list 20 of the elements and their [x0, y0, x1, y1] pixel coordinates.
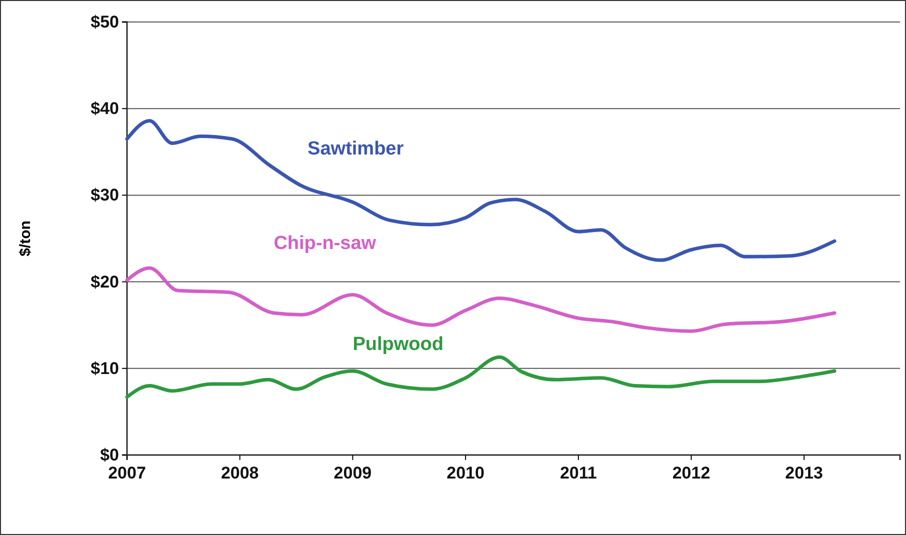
x-tick-label: 2013	[785, 463, 823, 482]
x-tick-label: 2011	[560, 463, 597, 482]
x-tick-label: 2007	[108, 463, 146, 482]
line-series	[125, 266, 836, 333]
x-tick-label: 2010	[446, 463, 484, 482]
y-tick-label: $40	[90, 99, 119, 118]
line-series	[125, 355, 836, 399]
line-series	[125, 118, 836, 262]
series-label: Pulpwood	[352, 334, 444, 356]
y-tick-label: $10	[90, 358, 119, 378]
y-tick-label: $20	[90, 272, 119, 292]
y-tick-label: $50	[90, 12, 119, 32]
x-tick-label: 2012	[672, 463, 710, 482]
x-tick-label: 2009	[334, 463, 372, 482]
x-tick-label: 2008	[220, 463, 259, 482]
y-axis-title: $/ton	[17, 220, 34, 256]
y-tick-label: $30	[90, 186, 119, 205]
text: Chip-n-saw	[274, 232, 376, 254]
y-tick-label: $0	[100, 445, 119, 464]
series-label: Sawtimber	[308, 138, 404, 160]
